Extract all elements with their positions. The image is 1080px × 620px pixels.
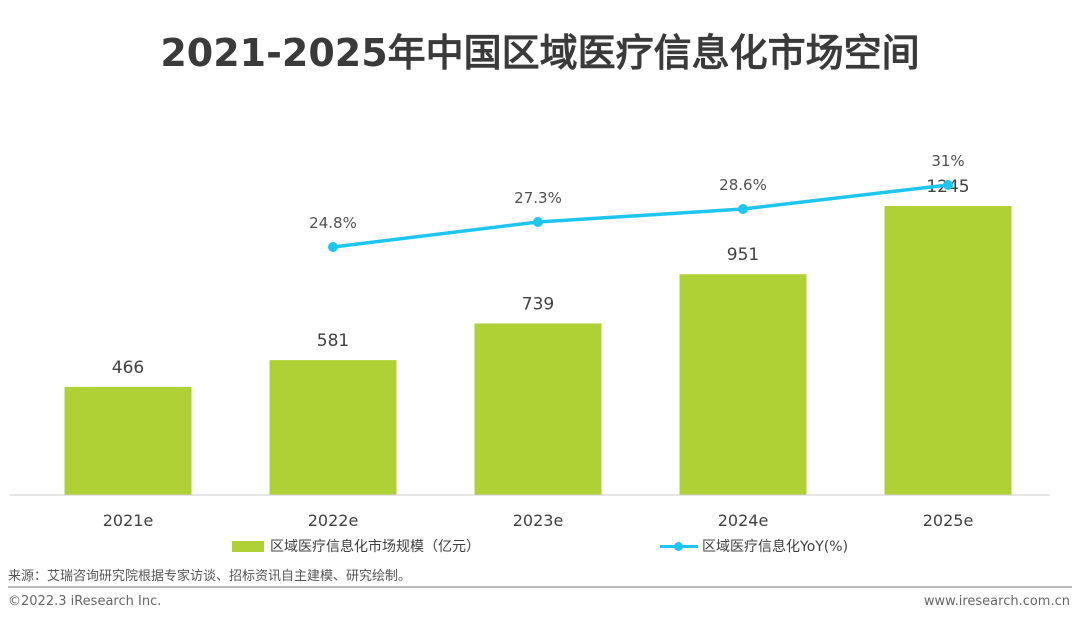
yoy-point (943, 180, 953, 190)
bar-value-label: 951 (727, 245, 759, 265)
legend-line-swatch (660, 541, 698, 551)
chart-title: 2021-2025年中国区域医疗信息化市场空间 (160, 31, 920, 75)
bar (474, 323, 602, 495)
legend-item-bar: 区域医疗信息化市场规模（亿元） (232, 536, 480, 556)
x-tick-label: 2022e (308, 511, 359, 530)
yoy-point (328, 242, 338, 252)
copyright: ©2022.3 iResearch Inc. (8, 594, 162, 609)
bar-value-label: 581 (317, 331, 349, 351)
legend-line-label: 区域医疗信息化YoY(%) (702, 539, 849, 555)
legend-bar-swatch (232, 540, 264, 552)
bar-value-label: 739 (522, 294, 554, 314)
yoy-line (332, 183, 949, 249)
source-note: 来源：艾瑞咨询研究院根据专家访谈、招标资讯自主建模、研究绘制。 (8, 569, 412, 584)
bar (679, 274, 807, 495)
x-tick-label: 2021e (103, 511, 154, 530)
legend-item-line: 区域医疗信息化YoY(%) (660, 536, 848, 556)
bar (884, 205, 1012, 495)
yoy-value-label: 24.8% (309, 214, 357, 232)
yoy-value-label: 31% (931, 152, 964, 170)
x-tick-label: 2023e (513, 511, 564, 530)
legend-bar-label: 区域医疗信息化市场规模（亿元） (270, 539, 480, 555)
yoy-point (738, 204, 748, 214)
footer-divider (8, 586, 1072, 588)
bar (269, 360, 397, 495)
yoy-point (533, 217, 543, 227)
x-tick-label: 2025e (923, 511, 974, 530)
yoy-value-label: 28.6% (719, 176, 767, 194)
yoy-value-label: 27.3% (514, 189, 562, 207)
x-tick-label: 2024e (718, 511, 769, 530)
bar-value-label: 466 (112, 358, 144, 378)
bar (64, 386, 192, 495)
website-link[interactable]: www.iresearch.com.cn (923, 594, 1070, 609)
